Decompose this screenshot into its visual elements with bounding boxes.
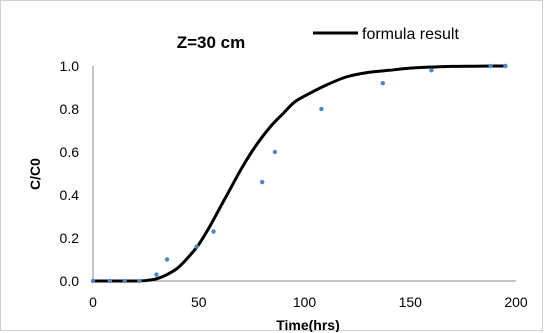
- y-tick-label: 0.4: [60, 187, 80, 203]
- data-point: [380, 81, 385, 86]
- data-point: [488, 63, 493, 69]
- x-tick-label: 200: [504, 294, 528, 310]
- data-point: [90, 278, 96, 284]
- x-axis-title: Time(hrs): [276, 317, 340, 332]
- data-point: [122, 278, 127, 284]
- y-tick-labels: 0.0 0.2 0.4 0.6 0.8 1.0: [60, 58, 80, 289]
- x-tick-label: 150: [399, 294, 423, 310]
- y-axis-title: C/C0: [27, 158, 43, 190]
- y-tick-label: 0.2: [60, 230, 80, 246]
- data-point: [164, 257, 170, 262]
- x-tick-label: 100: [293, 294, 317, 310]
- data-point: [260, 179, 265, 185]
- formula-result-line: [93, 64, 506, 283]
- data-point: [107, 278, 113, 284]
- data-point: [137, 278, 142, 284]
- data-point: [194, 244, 199, 249]
- series-layer: [90, 63, 508, 284]
- data-point: [272, 149, 278, 155]
- x-tick-labels: 0 50 100 150 200: [89, 294, 528, 310]
- legend-label: formula result: [362, 26, 459, 43]
- data-point: [319, 106, 324, 112]
- y-tick-label: 0.6: [60, 144, 80, 160]
- y-tick-label: 1.0: [60, 58, 80, 74]
- y-tick-label: 0.8: [60, 101, 80, 117]
- data-point: [503, 63, 508, 69]
- data-point: [429, 68, 434, 73]
- legend: formula result: [313, 26, 459, 43]
- chart-title: Z=30 cm: [177, 33, 246, 52]
- data-point: [154, 272, 159, 277]
- x-tick-label: 0: [89, 294, 97, 310]
- data-point: [211, 229, 216, 234]
- x-tick-label: 50: [191, 294, 207, 310]
- y-tick-label: 0.0: [60, 273, 80, 289]
